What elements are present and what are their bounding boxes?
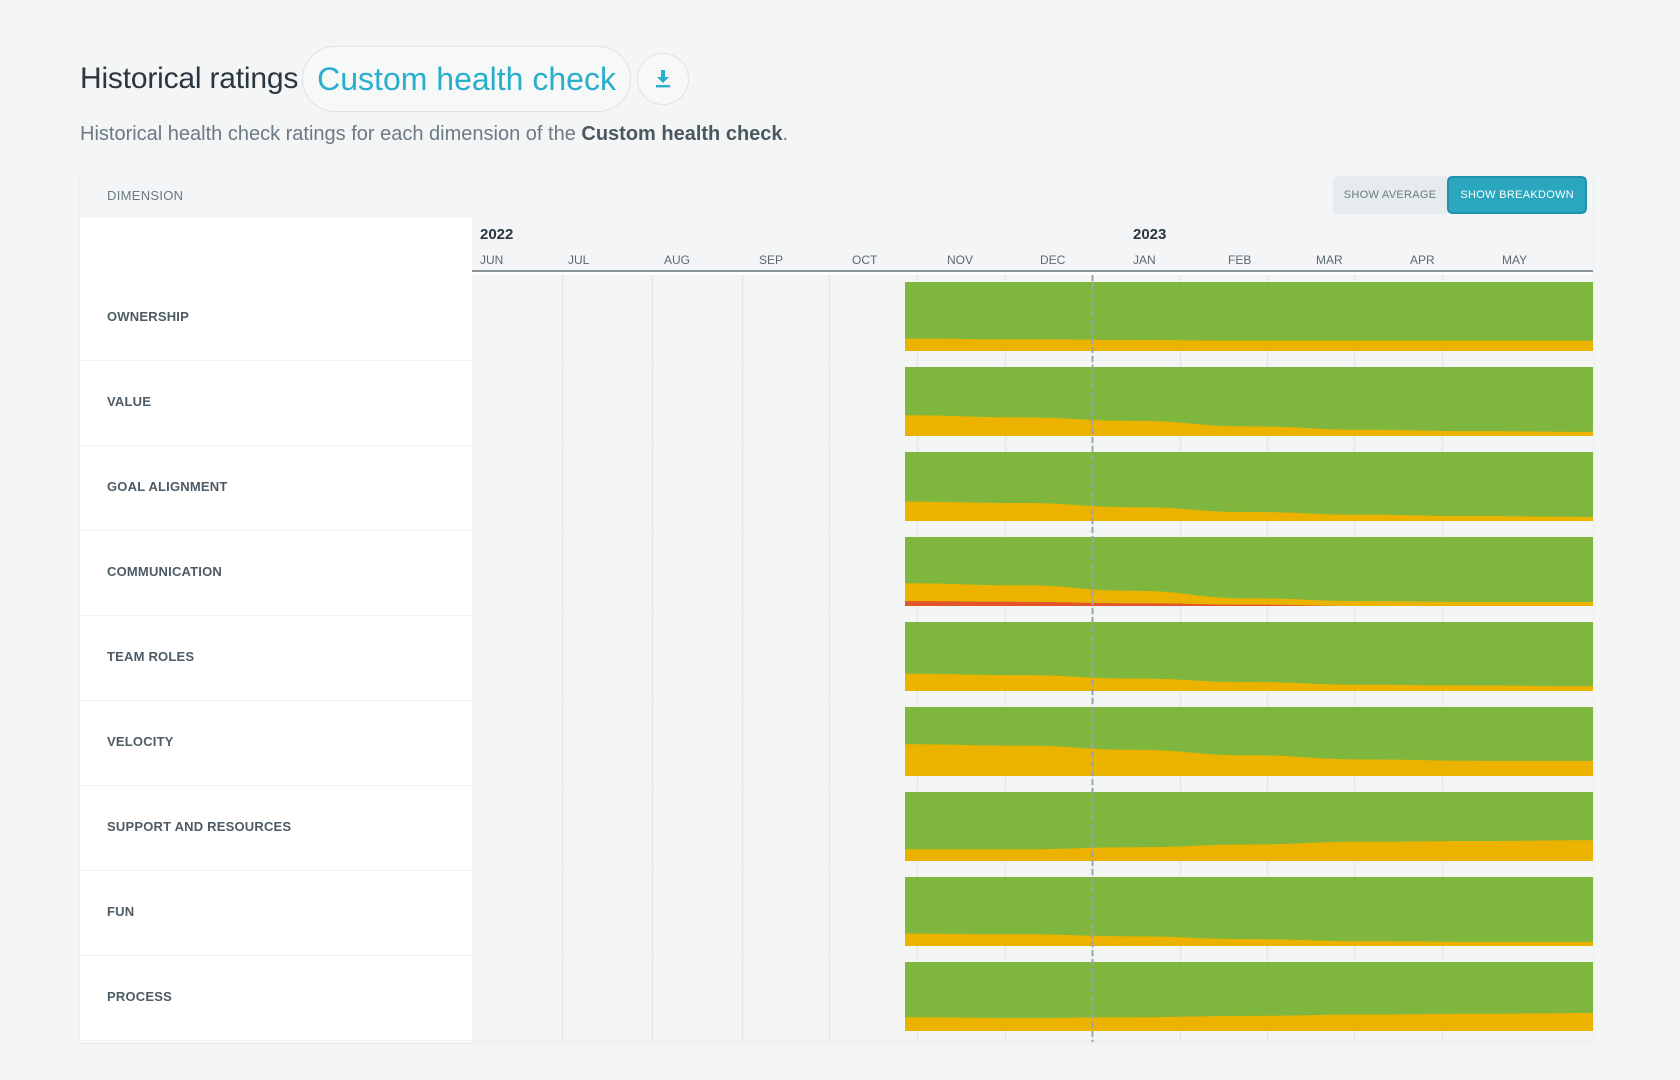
dimension-row: TEAM ROLES: [80, 615, 1593, 701]
dimension-row: SUPPORT AND RESOURCES: [80, 785, 1593, 871]
amber-area: [905, 673, 1593, 691]
subtitle-health-check: Custom health check: [581, 123, 783, 145]
month-label: FEB: [1228, 253, 1252, 267]
dimension-row: OWNERSHIP: [80, 275, 1593, 361]
dimension-row: VALUE: [80, 360, 1593, 446]
download-button[interactable]: [636, 53, 689, 105]
ratings-card: DIMENSION SHOW AVERAGE SHOW BREAKDOWN 20…: [80, 172, 1593, 1042]
dimension-label: GOAL ALIGNMENT: [107, 479, 228, 494]
card-toolbar: DIMENSION SHOW AVERAGE SHOW BREAKDOWN: [80, 172, 1593, 218]
health-check-name: Custom health check: [317, 60, 616, 97]
dimension-label: VELOCITY: [107, 734, 174, 749]
subtitle-prefix: Historical health check ratings for each…: [80, 123, 582, 145]
download-icon: [655, 70, 670, 88]
ratings-chart: [561, 275, 1593, 1042]
dimension-row: GOAL ALIGNMENT: [80, 445, 1593, 531]
amber-area: [905, 933, 1593, 946]
month-label: DEC: [1040, 253, 1066, 267]
page-title: Historical ratings: [80, 62, 299, 95]
month-label: JUN: [480, 253, 504, 267]
amber-area: [905, 1013, 1593, 1031]
month-label: OCT: [852, 253, 878, 267]
amber-area: [905, 583, 1593, 606]
show-average-button[interactable]: SHOW AVERAGE: [1332, 176, 1448, 214]
year-label-2022: 2022: [480, 226, 514, 243]
dimension-label: TEAM ROLES: [107, 649, 195, 664]
amber-area: [905, 840, 1593, 861]
month-label: AUG: [664, 253, 691, 267]
dimension-column-header: DIMENSION: [107, 188, 184, 203]
amber-area: [905, 338, 1593, 351]
dimension-row: VELOCITY: [80, 700, 1593, 786]
amber-area: [905, 501, 1593, 521]
timeline-header: 2022 2023 JUN JUL AUG SEP OCT NOV DEC JA…: [472, 218, 1593, 272]
month-label: MAY: [1502, 253, 1528, 267]
subtitle-suffix: .: [782, 123, 789, 145]
dimension-label: FUN: [107, 904, 135, 919]
month-label: JAN: [1133, 253, 1156, 267]
dimension-row: PROCESS: [80, 955, 1593, 1041]
dimension-label: PROCESS: [107, 989, 172, 1004]
page-subtitle: Historical health check ratings for each…: [80, 123, 788, 146]
month-label: NOV: [947, 253, 974, 267]
red-area: [905, 601, 1593, 606]
month-label: APR: [1410, 253, 1435, 267]
dimension-label: VALUE: [107, 394, 152, 409]
dimension-label: SUPPORT AND RESOURCES: [107, 819, 292, 834]
dimension-label: OWNERSHIP: [107, 309, 189, 324]
dimension-label: COMMUNICATION: [107, 564, 223, 579]
dimension-row: COMMUNICATION: [80, 530, 1593, 616]
dimension-row: FUN: [80, 870, 1593, 956]
health-check-selector[interactable]: Custom health check: [302, 46, 631, 112]
year-label-2023: 2023: [1133, 226, 1167, 243]
amber-area: [905, 744, 1593, 776]
month-label: MAR: [1316, 253, 1343, 267]
amber-area: [905, 415, 1593, 436]
page-header: Historical ratings Custom health check: [80, 46, 689, 112]
view-toggle: SHOW AVERAGE SHOW BREAKDOWN: [1332, 176, 1587, 214]
month-label: SEP: [759, 253, 784, 267]
month-label: JUL: [568, 253, 590, 267]
show-breakdown-button[interactable]: SHOW BREAKDOWN: [1447, 176, 1587, 214]
